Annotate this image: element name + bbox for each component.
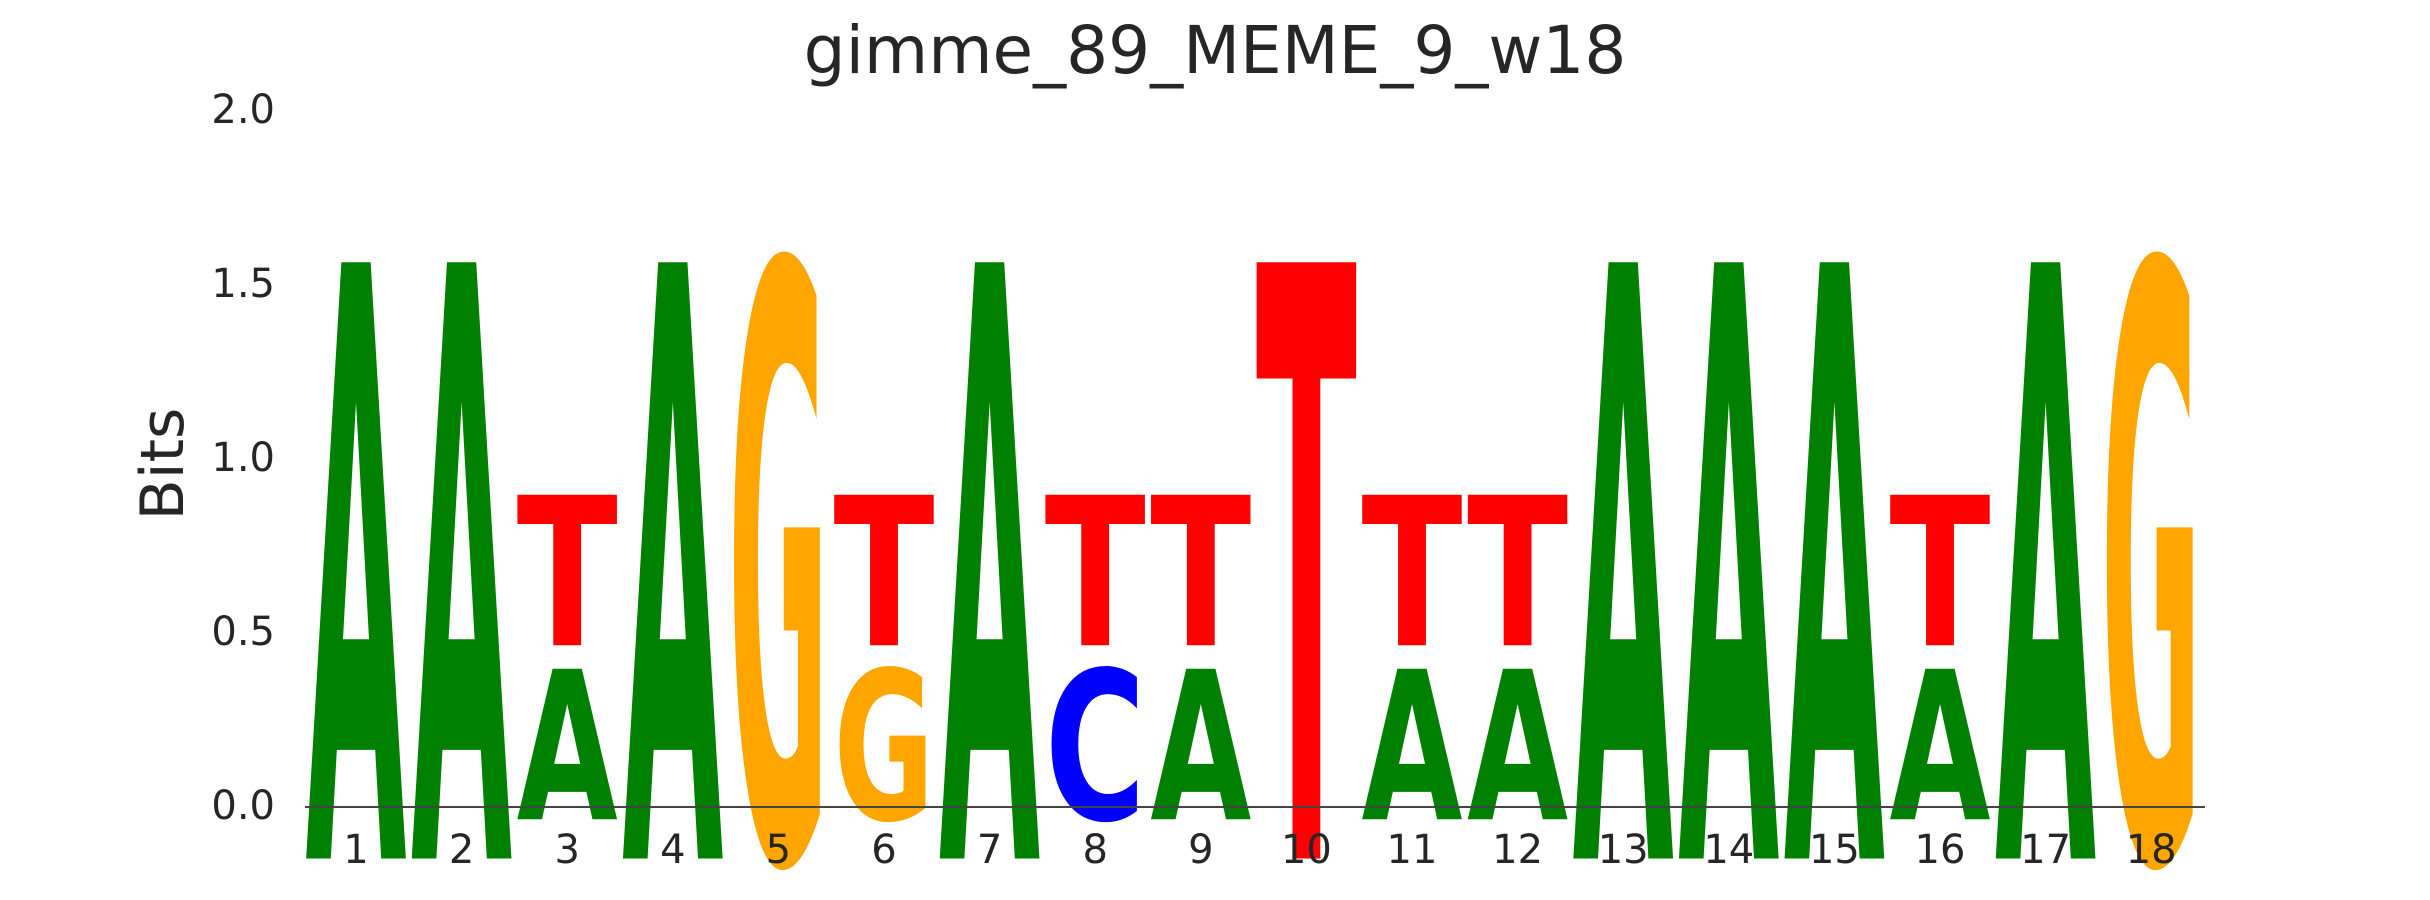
logo-letter-t: T: [1256, 99, 1358, 900]
x-tick-label: 11: [1387, 827, 1438, 873]
logo-letter-a: A: [1467, 628, 1568, 868]
y-tick-label: 0.0: [211, 783, 275, 829]
logo-letter-t: T: [517, 454, 618, 694]
x-tick-label: 13: [1598, 827, 1649, 873]
x-tick-label: 16: [1915, 827, 1966, 873]
logo-letter-a: A: [939, 100, 1041, 900]
x-tick-label: 3: [554, 827, 579, 873]
logo-letter-t: T: [1150, 454, 1251, 694]
logo-letter-a: A: [1573, 100, 1675, 900]
logo-letter-a: A: [517, 628, 618, 868]
axis-layer: 0.00.51.01.52.01 2 3 4 5 6 7 8 9 10 11 12 13 14 15 16 17…: [211, 87, 2205, 873]
logo-letter-g: G: [2101, 99, 2202, 900]
logo-letter-a: A: [1784, 100, 1886, 900]
x-tick-label: 15: [1809, 827, 1860, 873]
logo-letter-g: G: [834, 629, 935, 870]
x-tick-label: 4: [660, 827, 685, 873]
logo-letter-a: A: [1362, 628, 1463, 868]
x-tick-label: 6: [871, 827, 896, 873]
x-tick-label: 7: [977, 827, 1002, 873]
y-tick-label: 1.0: [211, 435, 275, 481]
x-tick-label: 12: [1492, 827, 1543, 873]
x-tick-label: 18: [2126, 827, 2177, 873]
x-tick-label: 10: [1281, 827, 1332, 873]
logo-letter-t: T: [1890, 454, 1991, 694]
x-tick-label: 8: [1082, 827, 1107, 873]
logo-letter-g: G: [728, 99, 829, 900]
x-tick-label: 9: [1188, 827, 1213, 873]
x-tick-label: 14: [1703, 827, 1754, 873]
x-tick-label: 2: [449, 827, 474, 873]
logo-letter-c: C: [1045, 629, 1146, 869]
logo-letter-a: A: [1678, 100, 1780, 900]
x-tick-label: 1: [343, 827, 368, 873]
logo-letter-a: A: [306, 100, 408, 900]
logo-letter-t: T: [1045, 454, 1146, 694]
logo-letter-t: T: [1362, 454, 1463, 694]
logo-letter-a: A: [1890, 628, 1991, 868]
y-tick-label: 1.5: [211, 261, 275, 307]
x-tick-label: 5: [766, 827, 791, 873]
x-tick-label: 17: [2020, 827, 2071, 873]
logo-letter-a: A: [622, 100, 724, 900]
logo-letter-t: T: [834, 454, 935, 694]
logo-letter-a: A: [1995, 100, 2097, 900]
logo-letter-a: A: [411, 100, 513, 900]
logo-letter-t: T: [1467, 454, 1568, 694]
y-tick-label: 0.5: [211, 609, 275, 655]
chart-title: gimme_89_MEME_9_w18: [803, 12, 1627, 89]
y-tick-label: 2.0: [211, 87, 275, 133]
logo-letter-a: A: [1150, 628, 1251, 868]
